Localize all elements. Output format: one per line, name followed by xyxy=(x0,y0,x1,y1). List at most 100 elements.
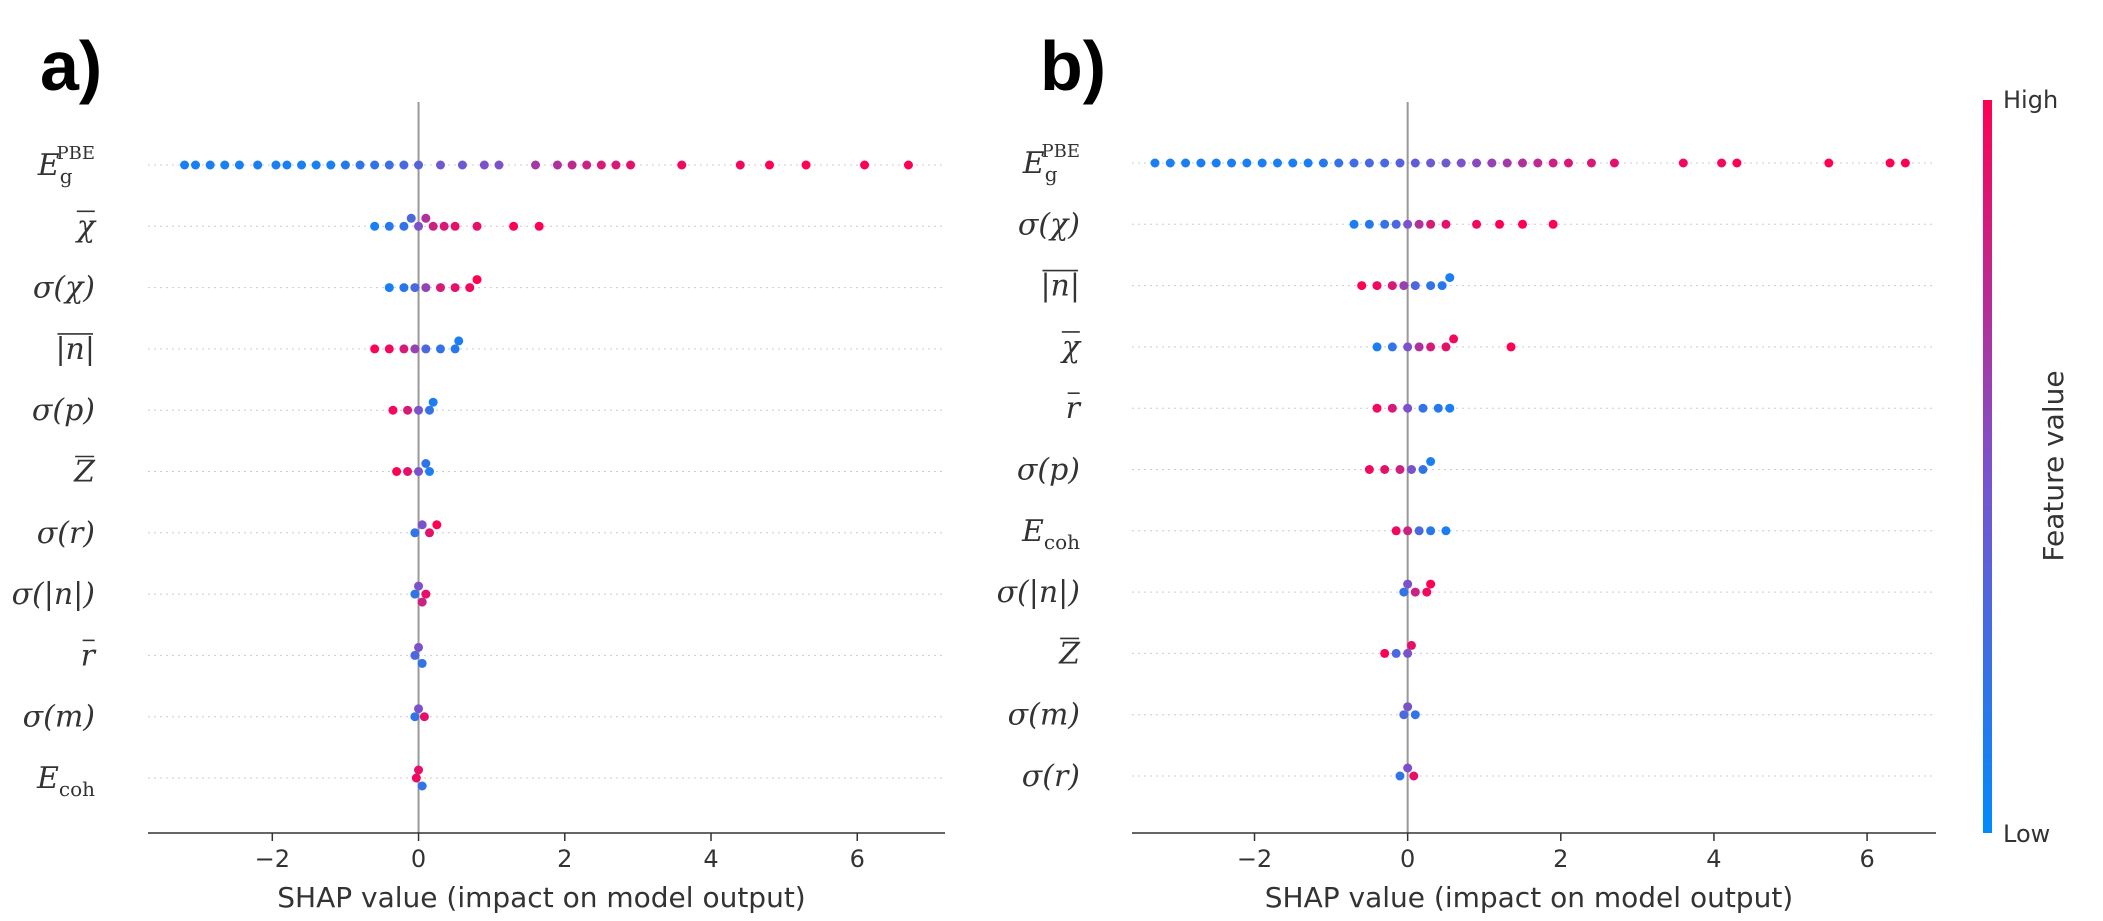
shap-point xyxy=(1548,219,1558,229)
shap-point xyxy=(450,283,460,293)
shap-point xyxy=(1437,281,1447,291)
shap-point xyxy=(417,520,427,530)
shap-point xyxy=(410,589,420,599)
x-tick-label: −2 xyxy=(1237,845,1272,873)
shap-point xyxy=(1426,219,1436,229)
shap-point xyxy=(479,160,489,170)
x-tick-label: 6 xyxy=(1859,845,1874,873)
shap-point xyxy=(417,597,427,607)
shap-point xyxy=(1349,158,1359,168)
shap-point xyxy=(425,467,435,476)
shap-point xyxy=(1426,281,1436,291)
shap-point xyxy=(1502,158,1512,168)
shap-point xyxy=(735,160,745,170)
feature-2-n-label: |n| xyxy=(1040,269,1080,304)
shap-point xyxy=(1380,648,1390,658)
shap-point xyxy=(903,160,913,170)
shap-point xyxy=(1196,158,1206,168)
shap-point xyxy=(1900,158,1910,168)
feature-5-sigma-p-points xyxy=(1364,457,1436,474)
feature-8-r-label: r xyxy=(81,638,97,673)
colorbar-gradient xyxy=(1983,100,1992,833)
feature-2-sigma-chi-points xyxy=(384,275,482,293)
feature-3-chi-label: χ xyxy=(1060,330,1082,365)
shap-point xyxy=(1533,158,1543,168)
shap-point xyxy=(1472,219,1482,229)
shap-point xyxy=(1441,158,1451,168)
shap-point xyxy=(1364,465,1374,474)
shap-point xyxy=(234,160,244,170)
feature-0-egpbe-label: EgPBE xyxy=(37,143,95,188)
feature-2-n-points xyxy=(1357,273,1455,291)
shap-point xyxy=(509,221,519,231)
shap-point xyxy=(1334,158,1344,168)
shap-point xyxy=(534,221,544,231)
shap-point xyxy=(370,344,380,354)
shap-point xyxy=(1426,158,1436,168)
shap-point xyxy=(414,405,424,415)
shap-point xyxy=(1586,158,1596,168)
shap-point xyxy=(1418,465,1428,474)
feature-0-egpbe-label: EgPBE xyxy=(1022,141,1080,186)
shap-point xyxy=(399,344,409,354)
feature-6-ecoh-label: Ecoh xyxy=(1021,514,1080,554)
shap-point xyxy=(1403,648,1413,658)
shap-point xyxy=(421,283,431,293)
shap-point xyxy=(414,765,424,775)
shap-point xyxy=(384,160,394,170)
shap-point xyxy=(410,650,420,660)
shap-point xyxy=(1409,771,1419,781)
shap-point xyxy=(392,467,402,476)
shap-point xyxy=(1391,648,1401,658)
shap-point xyxy=(1403,403,1413,413)
shap-point xyxy=(414,642,424,652)
feature-4-r-points xyxy=(1372,403,1455,413)
feature-6-sigma-r-points xyxy=(410,520,442,538)
shap-point xyxy=(1349,219,1359,229)
colorbar: High Low Feature value xyxy=(1983,86,2070,848)
shap-point xyxy=(414,221,424,231)
shap-point xyxy=(410,283,420,293)
feature-6-sigma-r-label: σ(r) xyxy=(37,516,95,551)
shap-point xyxy=(1391,219,1401,229)
feature-9-sigma-m-points xyxy=(1399,702,1420,720)
x-tick-label: 0 xyxy=(411,845,426,873)
feature-7-sigma-n-points xyxy=(1399,579,1436,597)
feature-7-sigma-n-label: σ(|n|) xyxy=(997,575,1080,610)
x-tick-label: −2 xyxy=(255,845,290,873)
shap-point xyxy=(1426,457,1436,466)
shap-point xyxy=(1414,342,1424,352)
shap-point xyxy=(435,160,445,170)
shap-point xyxy=(472,221,482,231)
shap-point xyxy=(1364,219,1374,229)
shap-point xyxy=(1456,158,1466,168)
shap-point xyxy=(1242,158,1252,168)
shap-point xyxy=(428,397,438,407)
feature-0-egpbe-points xyxy=(180,160,913,170)
shap-point xyxy=(384,344,394,354)
shap-point xyxy=(414,704,424,714)
shap-point xyxy=(552,160,562,170)
shap-point xyxy=(1426,342,1436,352)
feature-10-sigma-r-points xyxy=(1395,763,1419,781)
shap-point xyxy=(1272,158,1282,168)
shap-point xyxy=(450,221,460,231)
feature-1-chi-points xyxy=(370,213,544,231)
shap-point xyxy=(860,160,870,170)
shap-point xyxy=(1395,158,1405,168)
shap-point xyxy=(421,459,431,468)
shap-point xyxy=(414,581,424,591)
feature-9-sigma-m-points xyxy=(410,704,429,722)
shap-point xyxy=(1403,702,1413,712)
shap-point xyxy=(406,213,416,223)
shap-point xyxy=(1181,158,1191,168)
shap-point xyxy=(421,589,431,599)
shap-point xyxy=(1609,158,1619,168)
shap-point xyxy=(425,528,435,538)
shap-point xyxy=(1406,465,1416,474)
x-tick-label: 6 xyxy=(850,845,865,873)
shap-point xyxy=(282,160,292,170)
shap-point xyxy=(1426,526,1436,536)
feature-0-egpbe-points xyxy=(1150,158,1910,168)
